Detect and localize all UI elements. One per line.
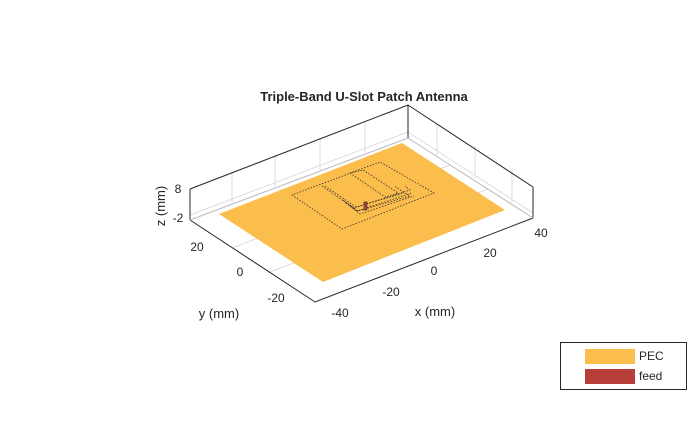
z-axis-label: z (mm) [153, 186, 168, 226]
y-tick: 20 [190, 240, 204, 254]
z-tick: -2 [173, 211, 184, 225]
x-axis-label: x (mm) [415, 304, 455, 319]
legend-item-pec: PEC [585, 348, 664, 364]
feed [363, 201, 368, 211]
y-tick: 0 [237, 265, 244, 279]
ground-plane [219, 143, 505, 282]
y-axis-label: y (mm) [199, 306, 239, 321]
plot-title: Triple-Band U-Slot Patch Antenna [260, 89, 468, 104]
feed-swatch [585, 368, 635, 384]
x-tick: 40 [534, 226, 548, 240]
z-tick: 8 [175, 182, 182, 196]
pec-swatch [585, 348, 635, 364]
x-tick: 0 [431, 264, 438, 278]
x-tick: -20 [382, 285, 400, 299]
legend-label: feed [639, 369, 663, 383]
legend-item-feed: feed [585, 368, 662, 384]
x-tick: 20 [483, 246, 497, 260]
axes-box [189, 104, 534, 303]
x-tick: -40 [331, 306, 349, 320]
legend[interactable]: PEC feed [560, 342, 687, 390]
patch-outline [291, 161, 435, 230]
y-tick: -20 [267, 291, 285, 305]
legend-label: PEC [639, 349, 664, 363]
